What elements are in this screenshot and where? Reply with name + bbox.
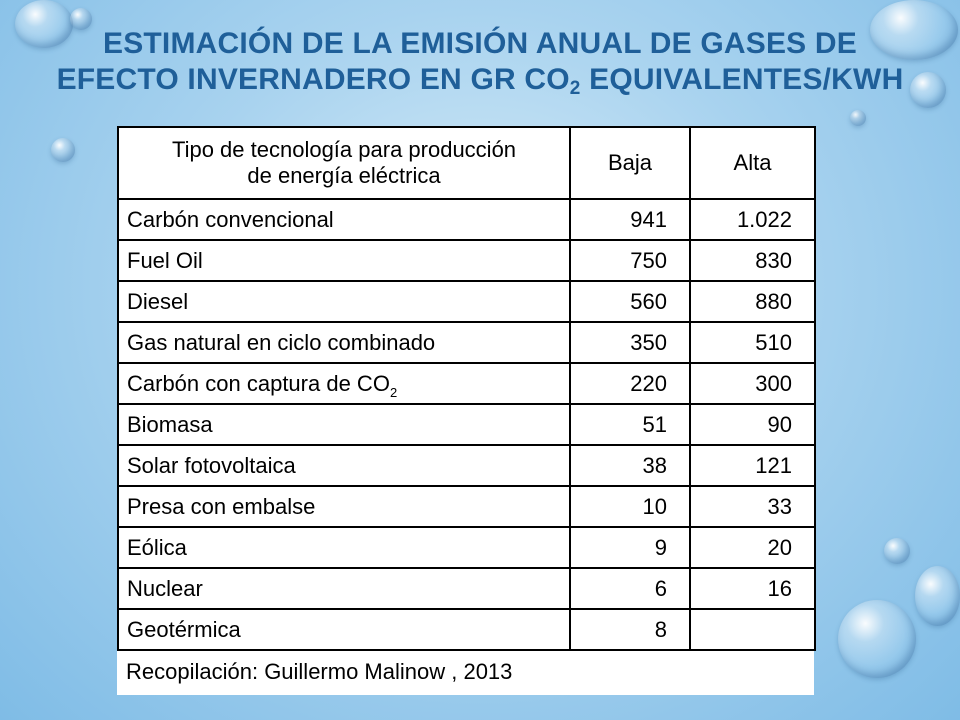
technology-name: Geotérmica [117,608,571,651]
low-value: 9 [569,526,691,569]
water-drop-decoration [910,72,946,108]
title-line-2-start: efecto invernadero en Gr CO [56,63,570,96]
high-value: 880 [689,280,816,323]
water-drop-decoration [915,566,960,626]
high-value: 90 [689,403,816,446]
technology-name: Biomasa [117,403,571,446]
technology-name: Carbón con captura de CO2 [117,362,571,405]
high-value: 20 [689,526,816,569]
high-value: 300 [689,362,816,405]
technology-name-text: Carbón con captura de CO [127,370,390,396]
table-row: Solar fotovoltaica 38 121 [117,444,816,487]
technology-name: Fuel Oil [117,239,571,282]
high-value: 121 [689,444,816,487]
technology-name-subscript: 2 [389,384,398,400]
title-line-1: Estimación de la emisión anual de gases … [102,27,858,60]
table-row: Diesel 560 880 [117,280,816,323]
technology-name: Gas natural en ciclo combinado [117,321,571,364]
table-row: Presa con embalse 10 33 [117,485,816,528]
high-value: 830 [689,239,816,282]
table-row: Biomasa 51 90 [117,403,816,446]
technology-name: Eólica [117,526,571,569]
low-value: 941 [569,198,691,241]
header-technology-line-2: de energía eléctrica [247,163,441,188]
emissions-table-container: Tipo de tecnología para producción de en… [117,126,816,695]
table-row: Fuel Oil 750 830 [117,239,816,282]
header-high: Alta [689,126,816,200]
table-header-row: Tipo de tecnología para producción de en… [117,126,816,200]
water-drop-decoration [884,538,910,564]
header-technology: Tipo de tecnología para producción de en… [117,126,571,200]
low-value: 51 [569,403,691,446]
technology-name: Presa con embalse [117,485,571,528]
header-low: Baja [569,126,691,200]
low-value: 10 [569,485,691,528]
low-value: 560 [569,280,691,323]
table-row: Eólica 9 20 [117,526,816,569]
high-value [689,608,816,651]
table-row: Geotérmica 8 [117,608,816,651]
low-value: 38 [569,444,691,487]
high-value: 33 [689,485,816,528]
water-drop-decoration [70,8,92,30]
table-row: Carbón con captura de CO2 220 300 [117,362,816,405]
technology-name: Solar fotovoltaica [117,444,571,487]
high-value: 16 [689,567,816,610]
low-value: 6 [569,567,691,610]
low-value: 350 [569,321,691,364]
header-technology-line-1: Tipo de tecnología para producción [171,137,517,162]
water-drop-decoration [850,110,866,126]
table-row: Gas natural en ciclo combinado 350 510 [117,321,816,364]
low-value: 750 [569,239,691,282]
water-drop-decoration [838,600,916,678]
high-value: 1.022 [689,198,816,241]
low-value: 8 [569,608,691,651]
water-drop-decoration [51,138,75,162]
water-drop-decoration [870,0,958,60]
technology-name: Carbón convencional [117,198,571,241]
source-note: Recopilación: Guillermo Malinow , 2013 [118,649,815,693]
table-row: Carbón convencional 941 1.022 [117,198,816,241]
table-row: Nuclear 6 16 [117,567,816,610]
title-line-2-end: equivalentes/KWh [580,63,904,96]
low-value: 220 [569,362,691,405]
technology-name: Diesel [117,280,571,323]
water-drop-decoration [15,0,73,48]
title-line-2: efecto invernadero en Gr CO2 equivalente… [0,62,960,98]
table-footer-row: Recopilación: Guillermo Malinow , 2013 [118,649,815,693]
title-subscript: 2 [569,78,581,99]
emissions-table: Tipo de tecnología para producción de en… [117,126,816,693]
slide-title: Estimación de la emisión anual de gases … [0,26,960,98]
technology-name: Nuclear [117,567,571,610]
high-value: 510 [689,321,816,364]
